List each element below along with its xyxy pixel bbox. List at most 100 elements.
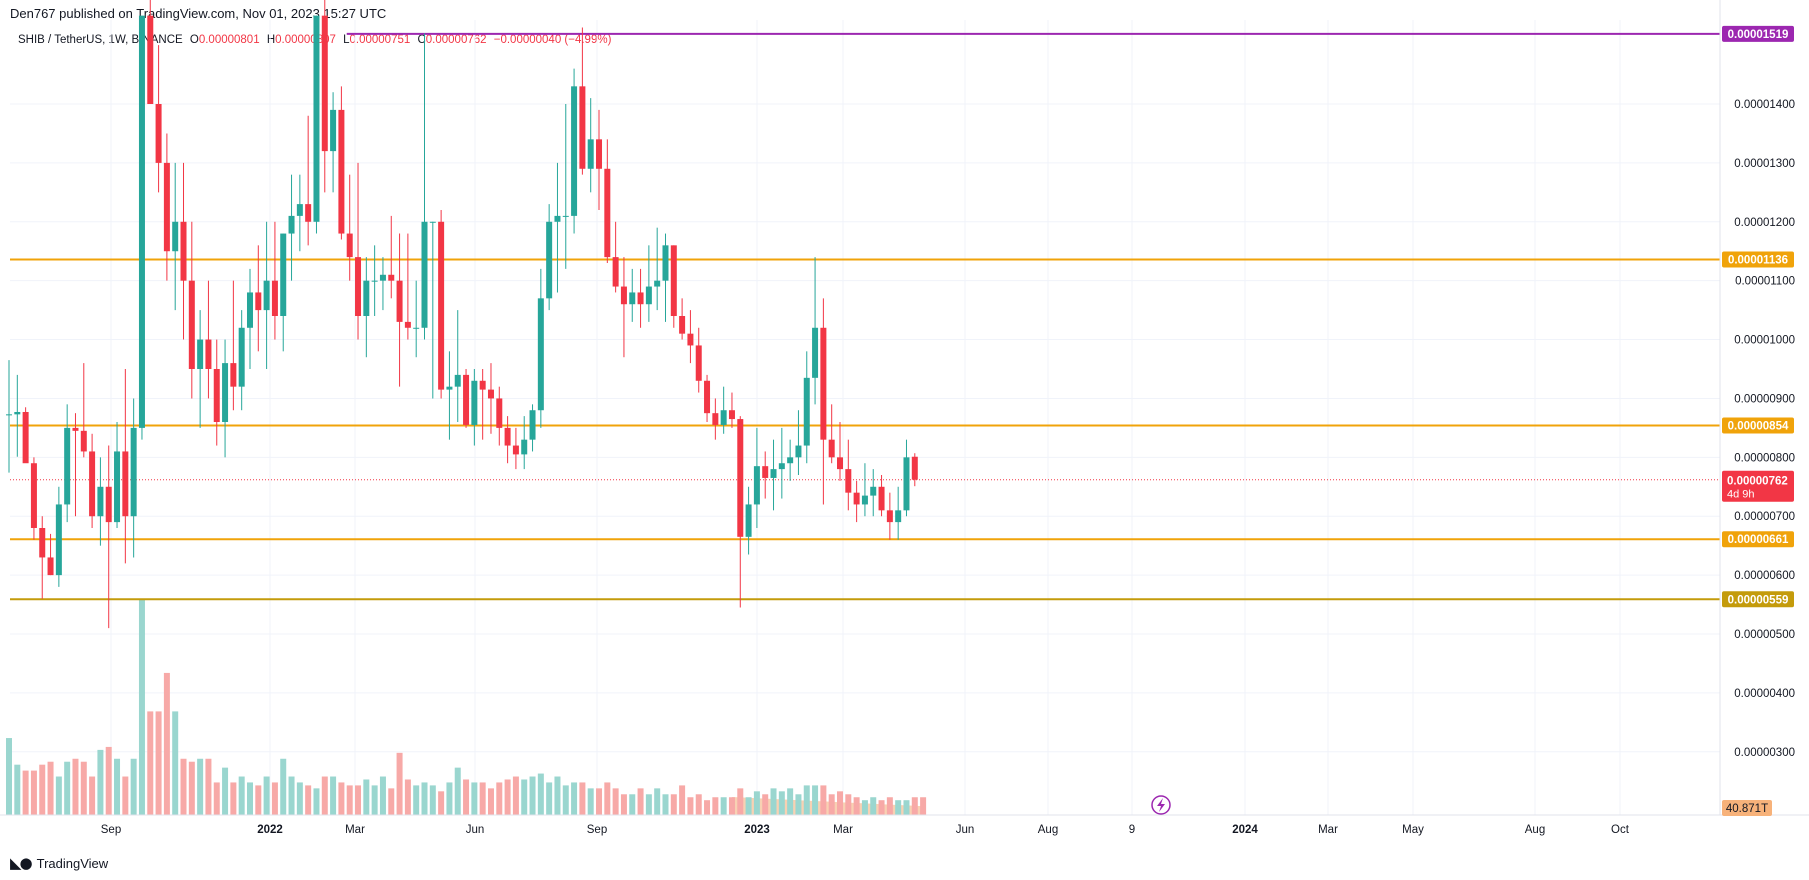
candle-body xyxy=(313,15,320,222)
volume-bar xyxy=(463,779,470,815)
candle-body xyxy=(878,486,885,511)
candle xyxy=(371,245,378,316)
candle xyxy=(720,386,727,434)
candle xyxy=(205,280,212,399)
candle xyxy=(795,410,802,475)
volume-bar xyxy=(454,767,461,815)
volume-value-tag xyxy=(1722,800,1772,816)
candle-body xyxy=(413,327,420,329)
volume-bar xyxy=(64,761,71,815)
volume-bar xyxy=(679,785,686,815)
volume-bar xyxy=(429,785,436,815)
candle-body xyxy=(820,327,827,440)
volume-bar xyxy=(712,797,719,815)
candle xyxy=(305,115,312,246)
volume-bar xyxy=(529,776,536,815)
candle-body xyxy=(463,374,470,425)
candle-body xyxy=(147,15,154,105)
horizontal-levels[interactable] xyxy=(10,32,1720,601)
volume-bar xyxy=(105,746,112,815)
candle xyxy=(837,422,843,481)
candle-body xyxy=(89,451,96,517)
volume-bar xyxy=(878,800,885,815)
volume-bar xyxy=(886,797,893,815)
candle-body xyxy=(745,504,752,537)
candle xyxy=(255,245,262,352)
candle-body xyxy=(645,286,652,305)
candle xyxy=(762,451,769,499)
volume-bar xyxy=(355,785,362,815)
candle-body xyxy=(529,410,536,440)
candle xyxy=(737,416,744,608)
volume-bar xyxy=(188,761,195,815)
candle-body xyxy=(238,327,245,387)
candle-body xyxy=(163,162,170,252)
volume-bar xyxy=(130,758,137,815)
volume-bar xyxy=(122,776,129,815)
candle-body xyxy=(321,15,328,152)
candle-body xyxy=(504,427,511,446)
candle xyxy=(687,310,694,364)
time-tick-label: 2024 xyxy=(1232,824,1258,836)
candle xyxy=(870,469,877,517)
time-tick-label: May xyxy=(1402,824,1424,836)
volume-bar xyxy=(487,788,494,815)
candle-body xyxy=(138,15,145,428)
tradingview-logo[interactable]: ◣● TradingView xyxy=(10,854,108,872)
level-price-label: 0.00000854 xyxy=(1728,421,1789,433)
candle xyxy=(604,139,611,263)
candle xyxy=(288,174,295,281)
level-price-tag xyxy=(1722,531,1794,548)
candle-body xyxy=(188,280,195,369)
volume-bar xyxy=(521,779,528,815)
volume-bar xyxy=(89,776,96,815)
candle-body xyxy=(388,274,395,281)
candle-body xyxy=(280,233,287,316)
volume-bar xyxy=(670,794,677,815)
time-tick-label: Jun xyxy=(956,824,975,836)
volume-bar xyxy=(795,794,802,815)
volume-bar xyxy=(737,788,744,815)
candle-body xyxy=(487,389,494,399)
candle-body xyxy=(72,427,79,431)
candle-body xyxy=(30,463,37,528)
volume-bar xyxy=(147,711,154,815)
candle-body xyxy=(886,510,893,523)
volume-bar xyxy=(596,788,603,815)
candle xyxy=(612,221,619,293)
volume-bar xyxy=(379,776,386,815)
candle-body xyxy=(330,109,337,152)
volume-bar xyxy=(853,797,860,815)
candle xyxy=(546,204,553,311)
bar-countdown-label: 4d 9h xyxy=(1727,489,1755,501)
volume-bar xyxy=(753,791,760,815)
volume-bar xyxy=(637,788,644,815)
candle-body xyxy=(654,280,661,287)
price-tick-label: 0.00000300 xyxy=(1734,747,1795,759)
volume-bar xyxy=(629,794,636,815)
candle-body xyxy=(205,339,212,369)
candle xyxy=(280,233,287,352)
level-price-label: 0.00001136 xyxy=(1728,254,1788,266)
volume-bar xyxy=(820,785,827,815)
price-tick-label: 0.00001100 xyxy=(1735,276,1795,288)
candle-body xyxy=(22,411,29,464)
candle xyxy=(787,439,794,481)
candle xyxy=(487,363,494,434)
volume-bar xyxy=(47,761,54,815)
volume-bar xyxy=(30,770,37,815)
candle-body xyxy=(911,456,918,480)
candle-body xyxy=(371,280,378,282)
candle xyxy=(587,98,594,193)
candle-body xyxy=(305,204,312,222)
candle-body xyxy=(379,274,386,281)
current-price-tag xyxy=(1722,470,1794,502)
candle-body xyxy=(230,363,237,387)
candle xyxy=(296,174,303,252)
candle xyxy=(138,15,145,440)
candle xyxy=(413,280,420,358)
level-price-label: 0.00000559 xyxy=(1728,594,1789,606)
candle xyxy=(845,439,852,511)
candle-body xyxy=(571,86,578,216)
